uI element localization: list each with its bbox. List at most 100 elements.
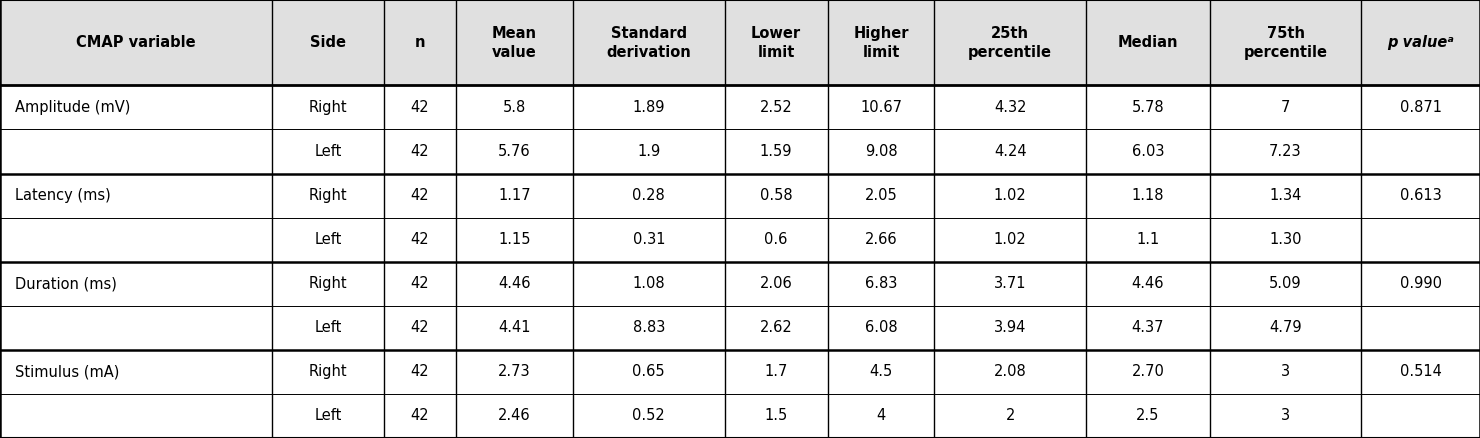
Text: 7.23: 7.23	[1270, 144, 1302, 159]
Text: 2.46: 2.46	[499, 409, 531, 424]
Text: 4.24: 4.24	[995, 144, 1027, 159]
Text: 1.5: 1.5	[765, 409, 787, 424]
Text: 1.02: 1.02	[993, 188, 1027, 203]
Text: Mean
value: Mean value	[491, 26, 537, 60]
Text: 2.73: 2.73	[499, 364, 531, 379]
Text: 25th
percentile: 25th percentile	[968, 26, 1052, 60]
Text: 3: 3	[1282, 409, 1291, 424]
Text: 8.83: 8.83	[632, 320, 665, 336]
Text: 42: 42	[410, 364, 429, 379]
Text: 1.7: 1.7	[765, 364, 787, 379]
Text: 6.03: 6.03	[1132, 144, 1165, 159]
Text: 2.05: 2.05	[864, 188, 897, 203]
Text: 0.613: 0.613	[1400, 188, 1442, 203]
Bar	[0, 350, 1480, 394]
Text: Left: Left	[314, 144, 342, 159]
Text: 1.08: 1.08	[632, 276, 665, 291]
Text: 2.52: 2.52	[759, 100, 792, 115]
Text: 42: 42	[410, 276, 429, 291]
Text: 42: 42	[410, 232, 429, 247]
Text: n: n	[414, 35, 425, 50]
Text: 5.76: 5.76	[499, 144, 531, 159]
Text: 6.83: 6.83	[864, 276, 897, 291]
Text: 5.09: 5.09	[1270, 276, 1302, 291]
Text: 3.94: 3.94	[995, 320, 1026, 336]
Text: 42: 42	[410, 144, 429, 159]
Text: 4.37: 4.37	[1132, 320, 1165, 336]
Text: 5.8: 5.8	[503, 100, 527, 115]
Text: 1.89: 1.89	[632, 100, 665, 115]
Text: 2.66: 2.66	[864, 232, 897, 247]
Text: 0.31: 0.31	[632, 232, 665, 247]
Text: Duration (ms): Duration (ms)	[15, 276, 117, 291]
Text: 2.06: 2.06	[759, 276, 792, 291]
Text: 0.58: 0.58	[759, 188, 792, 203]
Text: Right: Right	[308, 188, 348, 203]
Text: 42: 42	[410, 188, 429, 203]
Text: 0.990: 0.990	[1400, 276, 1442, 291]
Text: 1.18: 1.18	[1132, 188, 1165, 203]
Text: 1.34: 1.34	[1270, 188, 1302, 203]
Text: 4.46: 4.46	[499, 276, 531, 291]
Text: 0.65: 0.65	[632, 364, 665, 379]
Text: 9.08: 9.08	[864, 144, 897, 159]
Text: 0.514: 0.514	[1400, 364, 1442, 379]
Text: 3: 3	[1282, 364, 1291, 379]
Text: 1.30: 1.30	[1270, 232, 1302, 247]
Text: 42: 42	[410, 320, 429, 336]
Text: p valueᵃ: p valueᵃ	[1387, 35, 1455, 50]
Text: 4.46: 4.46	[1132, 276, 1165, 291]
Text: 4.5: 4.5	[869, 364, 892, 379]
Text: 0.28: 0.28	[632, 188, 665, 203]
Text: CMAP variable: CMAP variable	[75, 35, 195, 50]
Bar	[0, 218, 1480, 262]
Text: 6.08: 6.08	[864, 320, 897, 336]
Text: 4: 4	[876, 409, 885, 424]
Bar	[0, 262, 1480, 306]
Bar	[0, 394, 1480, 438]
Text: 10.67: 10.67	[860, 100, 903, 115]
Text: 2: 2	[1005, 409, 1015, 424]
Text: Amplitude (mV): Amplitude (mV)	[15, 100, 130, 115]
Text: 1.02: 1.02	[993, 232, 1027, 247]
Text: Right: Right	[308, 100, 348, 115]
Text: 4.41: 4.41	[499, 320, 531, 336]
Text: Latency (ms): Latency (ms)	[15, 188, 111, 203]
Text: 1.1: 1.1	[1137, 232, 1159, 247]
Text: Left: Left	[314, 320, 342, 336]
Text: 3.71: 3.71	[995, 276, 1027, 291]
Text: Side: Side	[309, 35, 346, 50]
Bar	[0, 306, 1480, 350]
Text: 0.871: 0.871	[1400, 100, 1442, 115]
Text: Higher
limit: Higher limit	[854, 26, 909, 60]
Text: 7: 7	[1280, 100, 1291, 115]
Text: 0.52: 0.52	[632, 409, 665, 424]
Text: Left: Left	[314, 232, 342, 247]
Bar	[0, 173, 1480, 218]
Text: Lower
limit: Lower limit	[750, 26, 801, 60]
Text: 2.70: 2.70	[1131, 364, 1165, 379]
Bar	[0, 0, 1480, 85]
Text: 5.78: 5.78	[1132, 100, 1165, 115]
Text: 1.15: 1.15	[499, 232, 531, 247]
Text: 1.9: 1.9	[638, 144, 660, 159]
Text: 1.17: 1.17	[499, 188, 531, 203]
Bar	[0, 85, 1480, 130]
Text: Stimulus (mA): Stimulus (mA)	[15, 364, 120, 379]
Text: Median: Median	[1117, 35, 1178, 50]
Text: 2.5: 2.5	[1137, 409, 1159, 424]
Text: Left: Left	[314, 409, 342, 424]
Text: 42: 42	[410, 409, 429, 424]
Text: 4.79: 4.79	[1270, 320, 1302, 336]
Bar	[0, 130, 1480, 173]
Text: 0.6: 0.6	[765, 232, 787, 247]
Text: Right: Right	[308, 276, 348, 291]
Text: 2.08: 2.08	[993, 364, 1027, 379]
Text: 42: 42	[410, 100, 429, 115]
Text: 75th
percentile: 75th percentile	[1243, 26, 1328, 60]
Text: 2.62: 2.62	[759, 320, 792, 336]
Text: 1.59: 1.59	[759, 144, 792, 159]
Text: Standard
derivation: Standard derivation	[607, 26, 691, 60]
Text: Right: Right	[308, 364, 348, 379]
Text: 4.32: 4.32	[995, 100, 1027, 115]
